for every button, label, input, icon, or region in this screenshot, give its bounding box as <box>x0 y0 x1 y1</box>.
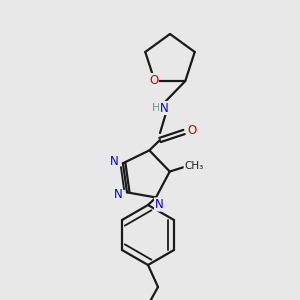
Text: H: H <box>152 103 160 113</box>
Text: O: O <box>149 74 158 86</box>
Text: N: N <box>160 101 168 115</box>
Text: CH₃: CH₃ <box>184 160 203 170</box>
Text: O: O <box>188 124 196 137</box>
Text: N: N <box>154 198 163 211</box>
Text: N: N <box>114 188 122 201</box>
Text: N: N <box>110 155 118 168</box>
